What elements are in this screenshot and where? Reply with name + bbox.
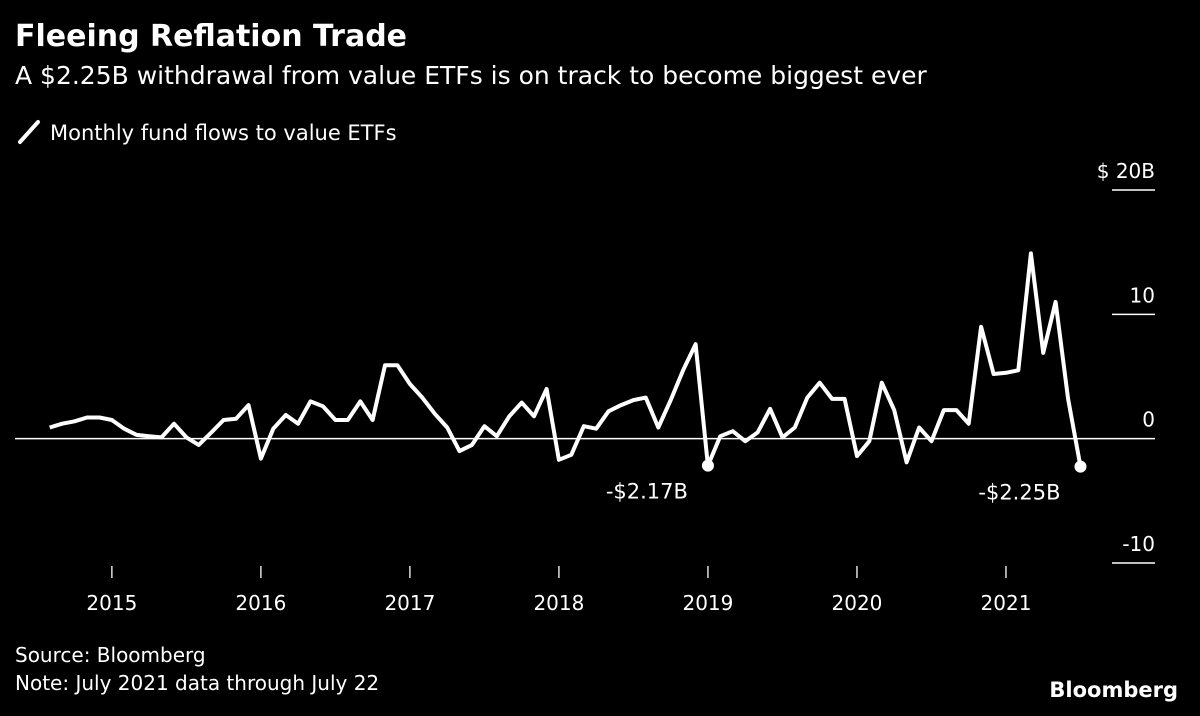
brand-logo: Bloomberg [1049,678,1178,702]
x-tick-label: 2017 [384,591,435,615]
note: Note: July 2021 data through July 22 [15,671,379,695]
y-tick-label: 0 [1142,408,1155,432]
data-label: -$2.25B [978,481,1060,505]
x-tick-label: 2020 [832,591,883,615]
source: Source: Bloomberg [15,643,206,667]
legend-swatch [18,120,40,144]
highlight-dot [1074,460,1087,473]
x-tick-label: 2019 [682,591,733,615]
y-tick-label: $ 20B [1097,159,1155,183]
x-tick-label: 2021 [981,591,1032,615]
x-tick-label: 2018 [533,591,584,615]
series-line [49,251,1083,468]
y-tick-label: -10 [1122,532,1155,556]
x-tick-label: 2016 [235,591,286,615]
highlight-dot [701,459,714,472]
y-tick-label: 10 [1130,283,1155,307]
chart-subtitle: A $2.25B withdrawal from value ETFs is o… [15,61,928,90]
data-label: -$2.17B [606,480,688,504]
legend-label: Monthly fund flows to value ETFs [50,121,397,145]
x-tick-label: 2015 [86,591,137,615]
chart-title: Fleeing Reflation Trade [15,19,407,54]
